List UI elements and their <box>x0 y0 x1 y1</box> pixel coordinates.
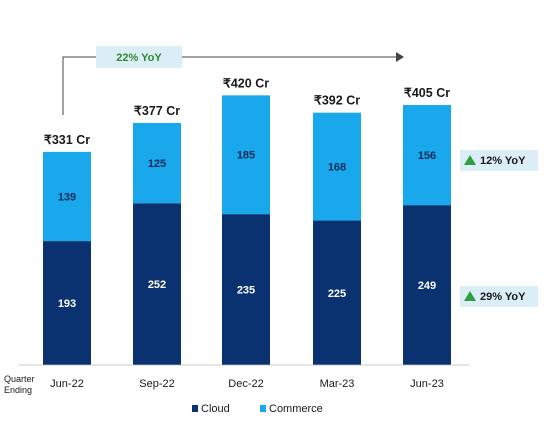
data-label-cloud-mar-23: 225 <box>328 288 346 300</box>
total-labels: ₹331 Cr ₹377 Cr ₹420 Cr ₹392 Cr ₹405 Cr <box>44 76 450 146</box>
bar-cloud-dec-22 <box>222 214 270 365</box>
x-tick-jun-22: Jun-22 <box>50 378 84 390</box>
growth-bracket: 22% YoY <box>62 46 404 115</box>
legend: Cloud Commerce <box>192 403 323 415</box>
legend-swatch-cloud <box>192 405 198 412</box>
legend-label-commerce: Commerce <box>269 403 323 415</box>
x-axis-ticks: Jun-22 Sep-22 Dec-22 Mar-23 Jun-23 <box>50 378 444 390</box>
growth-badge <box>96 46 182 68</box>
yoy-badge-commerce-text: 12% YoY <box>480 155 526 167</box>
bar-commerce-jun-22 <box>43 151 91 242</box>
bar-commerce-dec-22 <box>222 95 270 215</box>
data-label-commerce-dec-22: 185 <box>237 150 255 162</box>
data-label-cloud-sep-22: 252 <box>148 279 166 291</box>
total-label-sep-22: ₹377 Cr <box>134 104 180 118</box>
total-label-dec-22: ₹420 Cr <box>223 76 269 90</box>
bar-cloud-jun-23 <box>403 205 451 365</box>
yoy-badge-cloud-text: 29% YoY <box>480 291 526 303</box>
data-label-cloud-jun-23: 249 <box>418 280 436 292</box>
bar-commerce-jun-23 <box>403 104 451 206</box>
data-label-cloud-jun-22: 193 <box>58 298 76 310</box>
x-tick-dec-22: Dec-22 <box>228 378 263 390</box>
yoy-badge-cloud: 29% YoY <box>460 286 538 307</box>
total-label-jun-22: ₹331 Cr <box>44 133 90 147</box>
data-label-commerce-mar-23: 168 <box>328 162 346 174</box>
yoy-badge-commerce: 12% YoY <box>460 150 538 171</box>
arrow-head-icon <box>396 52 404 62</box>
bar-cloud-sep-22 <box>133 203 181 365</box>
x-tick-sep-22: Sep-22 <box>139 378 174 390</box>
bars: 193 139 252 125 235 185 225 168 249 156 <box>43 95 451 365</box>
data-label-commerce-jun-22: 139 <box>58 191 76 203</box>
bar-cloud-mar-23 <box>313 220 361 365</box>
up-triangle-icon <box>464 155 476 165</box>
data-label-commerce-jun-23: 156 <box>418 150 436 162</box>
x-axis-label: Quarter Ending <box>4 374 37 395</box>
bar-commerce-sep-22 <box>133 122 181 204</box>
data-label-cloud-dec-22: 235 <box>237 285 255 297</box>
growth-label: 22% YoY <box>116 52 162 64</box>
x-tick-mar-23: Mar-23 <box>320 378 355 390</box>
bar-commerce-mar-23 <box>313 112 361 221</box>
legend-swatch-commerce <box>260 405 266 412</box>
x-tick-jun-23: Jun-23 <box>410 378 444 390</box>
up-triangle-icon <box>464 291 476 301</box>
data-label-commerce-sep-22: 125 <box>148 158 166 170</box>
bar-cloud-jun-22 <box>43 241 91 365</box>
total-label-jun-23: ₹405 Cr <box>404 86 450 100</box>
legend-label-cloud: Cloud <box>201 403 230 415</box>
total-label-mar-23: ₹392 Cr <box>314 94 360 108</box>
